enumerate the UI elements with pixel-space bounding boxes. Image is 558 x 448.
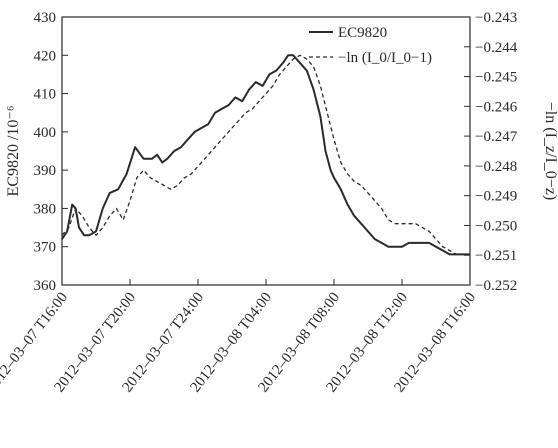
y2-axis-label: −ln (I_z/I_0−z) [542,102,558,200]
y-tick-label: 370 [34,240,57,256]
y2-tick-label: −0.248 [475,159,517,175]
series-line-ratio [61,54,470,256]
y-tick-label: 390 [34,163,57,179]
legend: EC9820 −ln (I_0/I_0−1) [309,25,432,66]
y-axis-label: EC9820 /10⁻⁶ [5,106,22,197]
y2-tick-label: −0.244 [475,40,518,56]
y2-tick-label: −0.243 [475,10,517,26]
y-tick-label: 430 [34,10,57,26]
series-group [61,54,470,256]
legend-label-ec9820: EC9820 [338,25,387,41]
y-tick-label: 360 [34,278,57,294]
y2-tick-label: −0.252 [475,278,517,294]
y2-tick-label: −0.247 [475,129,518,145]
y-axis-right: −0.252 −0.251 −0.250 −0.249 −0.248 −0.247 −0.2… [464,10,518,294]
y2-tick-label: −0.250 [475,218,517,234]
y-tick-label: 410 [34,87,57,103]
y2-tick-label: −0.249 [475,189,517,205]
y2-tick-label: −0.246 [475,99,518,115]
series-line-ec9820 [61,54,470,256]
y2-tick-label: −0.245 [475,70,517,86]
y-tick-label: 400 [34,125,57,141]
legend-label-ratio: −ln (I_0/I_0−1) [338,50,432,66]
y2-tick-label: −0.251 [475,248,517,264]
y-tick-label: 420 [34,48,57,64]
y-tick-label: 380 [34,201,57,217]
y-axis-left: 360 370 380 390 400 410 420 430 [34,10,68,294]
